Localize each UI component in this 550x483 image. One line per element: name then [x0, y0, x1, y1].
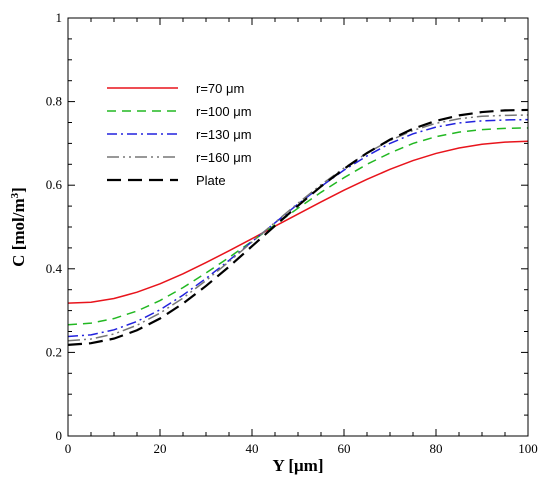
- legend-label-2: r=100 μm: [196, 104, 252, 119]
- y-tick-label: 1: [56, 10, 63, 25]
- legend-label-4: r=160 μm: [196, 150, 252, 165]
- y-tick-label: 0.8: [46, 94, 62, 109]
- y-tick-label: 0: [56, 428, 63, 443]
- y-axis-label-superscript: 3: [9, 192, 21, 198]
- legend-label-1: r=70 μm: [196, 81, 244, 96]
- x-tick-label: 100: [518, 441, 538, 456]
- x-tick-label: 60: [338, 441, 351, 456]
- series-line-2: [67, 127, 529, 326]
- legend: r=70 μm r=100 μm r=130 μm r=160 μm Plate: [107, 81, 252, 188]
- y-axis-label: C [mol/m3]: [9, 187, 28, 267]
- x-axis: 0 20 40 60 80 100: [65, 18, 538, 456]
- x-tick-label: 80: [430, 441, 443, 456]
- plot-lines: [67, 108, 529, 346]
- y-axis-label-main: C [mol/m: [9, 198, 28, 266]
- series-line-3: [67, 118, 529, 338]
- y-axis: 0 0.2 0.4 0.6 0.8 1: [46, 10, 528, 443]
- legend-label-3: r=130 μm: [196, 127, 252, 142]
- x-tick-label: 20: [154, 441, 167, 456]
- plot-frame: [67, 17, 529, 437]
- y-axis-label-close: ]: [9, 187, 28, 193]
- x-tick-label: 40: [246, 441, 259, 456]
- x-axis-label: Y [μm]: [272, 456, 323, 475]
- y-tick-label: 0.2: [46, 344, 62, 359]
- series-line-5: [67, 108, 529, 346]
- x-tick-label: 0: [65, 441, 72, 456]
- series-line-1: [67, 140, 529, 304]
- series-line-4: [67, 114, 529, 342]
- y-tick-label: 0.6: [46, 177, 63, 192]
- legend-label-5: Plate: [196, 173, 226, 188]
- y-tick-label: 0.4: [46, 261, 63, 276]
